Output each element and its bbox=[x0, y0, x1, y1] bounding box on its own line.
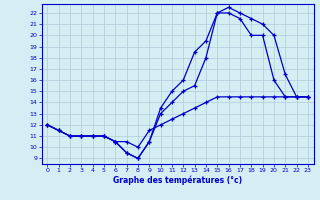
X-axis label: Graphe des températures (°c): Graphe des températures (°c) bbox=[113, 176, 242, 185]
